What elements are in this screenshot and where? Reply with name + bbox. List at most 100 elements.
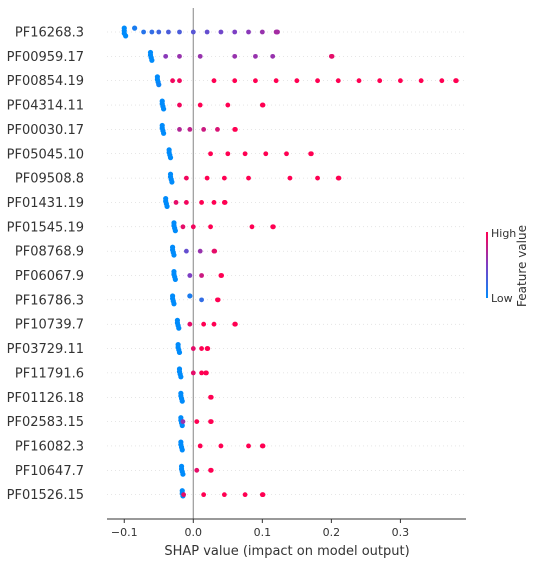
shap-point [270, 224, 276, 230]
shap-point [260, 102, 266, 108]
feature-label: PF01545.19 [7, 220, 84, 235]
shap-point [149, 57, 155, 63]
shap-point [177, 29, 182, 35]
shap-point [180, 224, 186, 230]
shap-point [194, 419, 200, 424]
feature-label: PF00030.17 [7, 123, 84, 138]
shap-point [190, 29, 196, 35]
shap-point [170, 78, 175, 84]
x-tick-label: 0.2 [323, 526, 341, 539]
shap-point [177, 102, 182, 108]
shap-point [180, 419, 186, 424]
shap-point [453, 78, 459, 84]
shap-point [329, 53, 335, 59]
shap-point [218, 29, 224, 35]
shap-point [163, 53, 169, 59]
shap-point [201, 321, 207, 327]
shap-point [190, 370, 196, 376]
shap-point [205, 346, 211, 351]
shap-point [183, 248, 189, 254]
shap-point [221, 492, 227, 498]
shap-point [242, 492, 248, 498]
shap-point [199, 370, 204, 376]
feature-label: PF16082.3 [15, 439, 84, 454]
shap-point [232, 78, 238, 84]
shap-point [222, 200, 228, 205]
shap-point [181, 492, 187, 498]
colorbar-high-label: High [491, 227, 516, 240]
x-tick-label: −0.1 [111, 526, 138, 539]
shap-point [233, 321, 238, 327]
shap-point [211, 321, 217, 327]
shap-point [225, 102, 231, 108]
shap-point [225, 151, 231, 157]
shap-point [171, 252, 177, 258]
shap-point [199, 273, 204, 278]
shap-point [211, 78, 217, 84]
shap-point [232, 29, 238, 35]
shap-point [187, 126, 193, 132]
shap-point [242, 151, 248, 157]
shap-point [177, 126, 182, 132]
shap-point [190, 224, 196, 230]
shap-point [284, 151, 289, 157]
shap-point [246, 443, 251, 449]
shap-point [377, 78, 383, 84]
shap-point [187, 273, 193, 278]
shap-point [179, 422, 185, 429]
feature-label: PF01126.18 [7, 391, 84, 406]
feature-label: PF00959.17 [7, 50, 84, 65]
shap-point [167, 155, 174, 161]
shap-point [180, 471, 186, 477]
shap-point [187, 293, 193, 299]
shap-point [199, 297, 204, 303]
shap-point [270, 53, 276, 59]
shap-point [215, 126, 220, 132]
feature-label: PF10739.7 [15, 318, 84, 333]
shap-point [177, 53, 182, 59]
shap-point [197, 443, 203, 449]
shap-point [260, 492, 266, 498]
feature-label: PF06067.9 [15, 269, 84, 284]
feature-label: PF01431.19 [7, 196, 84, 211]
colorbar: High Low Feature value [486, 225, 529, 307]
shap-point [176, 349, 183, 356]
shap-point [287, 175, 293, 181]
x-axis-label: SHAP value (impact on model output) [164, 544, 409, 559]
shap-point [308, 151, 314, 157]
feature-label: PF01526.15 [7, 488, 84, 503]
feature-label: PF05045.10 [7, 147, 84, 162]
shap-point [176, 325, 182, 331]
shap-point [208, 151, 213, 157]
shap-point [173, 200, 179, 205]
shap-point [197, 53, 203, 59]
feature-label: PF09508.8 [15, 172, 84, 187]
colorbar-gradient [486, 232, 488, 298]
shap-point [156, 29, 162, 35]
shap-point [161, 106, 167, 112]
shap-point [315, 78, 320, 84]
shap-point [260, 443, 266, 449]
shap-point [132, 25, 138, 31]
shap-point [187, 321, 193, 327]
shap-point [208, 419, 214, 424]
shap-point [208, 394, 214, 400]
feature-label: PF08768.9 [15, 245, 84, 260]
shap-point [197, 102, 203, 108]
shap-point [294, 78, 300, 84]
shap-point [215, 297, 221, 303]
x-tick-label: 0.3 [392, 526, 410, 539]
shap-point [194, 467, 200, 473]
shap-point [123, 33, 129, 39]
feature-label: PF00854.19 [7, 74, 84, 89]
shap-point [418, 78, 424, 84]
shap-point [201, 492, 207, 498]
shap-point [164, 203, 170, 209]
shap-point [172, 228, 178, 234]
shap-point [335, 78, 341, 84]
feature-label: PF16268.3 [15, 26, 84, 41]
shap-point [171, 301, 177, 307]
shap-point [246, 175, 251, 181]
shap-point [336, 175, 342, 181]
shap-point [201, 126, 207, 132]
